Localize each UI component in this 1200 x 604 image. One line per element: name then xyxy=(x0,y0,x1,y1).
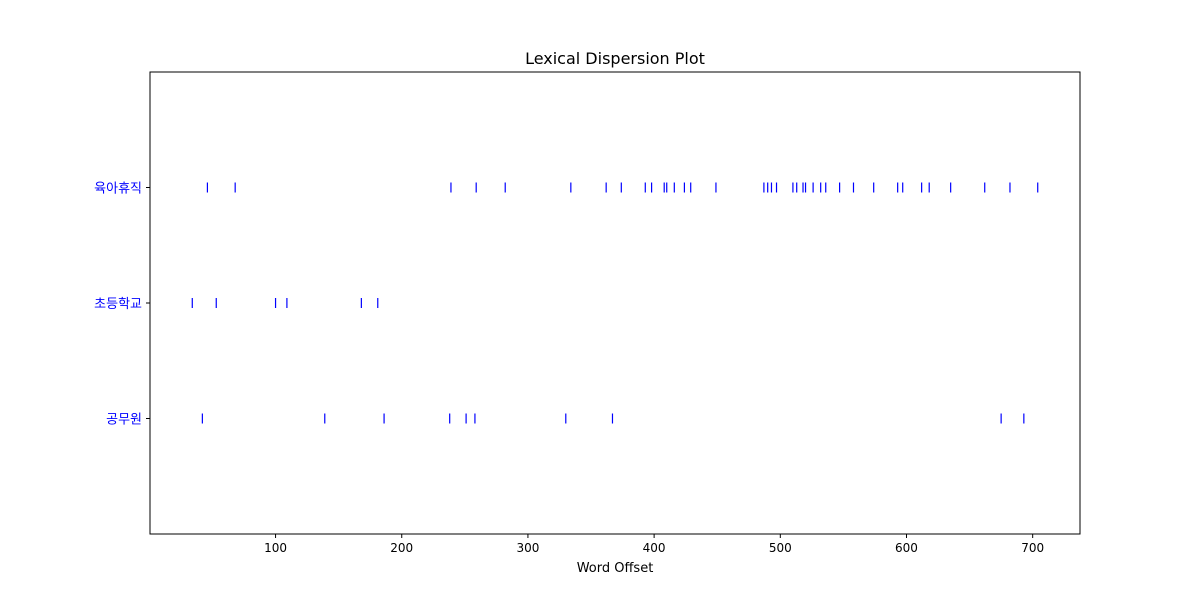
x-tick-label: 500 xyxy=(769,541,792,555)
y-tick-label: 육아휴직 xyxy=(94,182,142,197)
x-tick-label: 400 xyxy=(643,541,666,555)
y-tick-label: 공무원 xyxy=(106,413,142,428)
x-tick-label: 300 xyxy=(516,541,539,555)
x-tick-label: 100 xyxy=(264,541,287,555)
x-tick-label: 600 xyxy=(895,541,918,555)
y-tick-label: 초등학교 xyxy=(94,297,142,312)
x-tick-label: 200 xyxy=(390,541,413,555)
x-tick-label: 700 xyxy=(1021,541,1044,555)
x-axis-label: Word Offset xyxy=(577,561,654,576)
chart-title: Lexical Dispersion Plot xyxy=(525,49,705,68)
